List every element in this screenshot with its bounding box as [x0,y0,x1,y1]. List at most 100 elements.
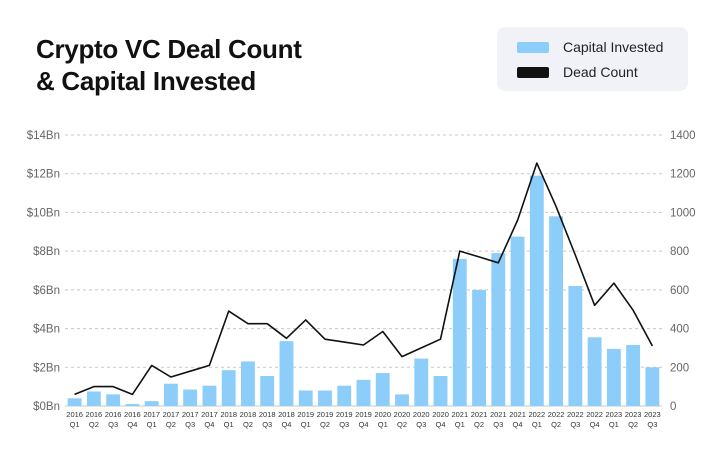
bar [125,404,140,406]
x-tick-quarter: Q3 [647,420,657,429]
left-tick-label: $10Bn [27,207,60,219]
x-tick-quarter: Q3 [570,420,580,429]
right-tick-label: 800 [670,246,689,258]
x-tick-year: 2016 [86,410,103,419]
bar [626,345,641,406]
x-tick-year: 2016 [124,410,141,419]
x-tick-year: 2022 [586,410,603,419]
x-tick-quarter: Q1 [532,420,542,429]
bar [298,390,313,406]
x-tick-quarter: Q1 [455,420,465,429]
x-tick-year: 2019 [336,410,353,419]
left-tick-label: $14Bn [27,130,60,142]
right-tick-label: 1400 [670,130,696,142]
x-tick-year: 2017 [201,410,218,419]
line-path [74,162,654,396]
x-tick-quarter: Q3 [185,420,195,429]
x-tick-quarter: Q3 [339,420,349,429]
bar [472,289,486,406]
x-tick-year: 2021 [451,410,468,419]
bar [433,375,448,406]
x-tick-year: 2019 [355,410,372,419]
x-tick-year: 2020 [374,410,391,419]
x-tick-quarter: Q2 [320,420,330,429]
x-tick-year: 2023 [625,410,642,419]
left-tick-label: $0Bn [33,401,60,413]
x-tick-year: 2020 [413,410,430,419]
legend-item-capital-invested: Capital Invested [517,37,663,57]
x-axis: 2016Q12016Q22016Q32016Q42017Q12017Q22017… [66,410,660,429]
legend-swatch-capital-invested [517,41,549,53]
bar [318,390,332,406]
bar [106,394,121,406]
bar [375,373,390,406]
x-tick-quarter: Q2 [166,420,176,429]
bar [67,398,82,406]
chart-title-line-2: & Capital Invested [36,66,256,96]
x-tick-quarter: Q2 [628,420,638,429]
x-tick-quarter: Q2 [474,420,484,429]
line-series-dead-count [74,162,654,396]
x-tick-quarter: Q4 [281,420,291,429]
x-tick-year: 2017 [163,410,180,419]
x-tick-quarter: Q1 [70,420,80,429]
x-tick-year: 2023 [644,410,661,419]
legend-item-dead-count: Dead Count [517,62,638,82]
x-tick-year: 2020 [394,410,411,419]
x-tick-year: 2018 [220,410,237,419]
x-tick-quarter: Q4 [127,420,137,429]
bar [452,258,467,406]
left-tick-label: $6Bn [33,285,60,297]
x-tick-quarter: Q1 [378,420,388,429]
bar [529,175,544,406]
chart-legend: Capital Invested Dead Count [497,27,688,91]
x-tick-quarter: Q1 [147,420,157,429]
bar [587,337,602,406]
x-tick-year: 2021 [490,410,507,419]
left-tick-label: $4Bn [33,324,60,336]
x-tick-quarter: Q3 [416,420,426,429]
x-tick-year: 2022 [528,410,545,419]
chart-title-line-1: Crypto VC Deal Count [36,34,302,64]
x-tick-year: 2018 [278,410,295,419]
bar [645,367,660,406]
bar [395,394,409,406]
right-tick-label: 1200 [670,169,696,181]
bar [568,285,583,406]
bar [241,361,255,406]
x-tick-year: 2022 [548,410,565,419]
x-tick-year: 2017 [182,410,199,419]
bar [183,389,198,406]
x-tick-quarter: Q2 [397,420,407,429]
bar [510,236,525,406]
bar [221,370,236,406]
right-axis: 0 200 400 600 800 1000 1200 1400 [670,130,696,413]
bar [202,385,217,406]
x-tick-year: 2019 [297,410,314,419]
x-tick-quarter: Q4 [358,420,368,429]
bar [144,401,159,406]
legend-label-dead-count: Dead Count [563,64,638,80]
x-tick-quarter: Q2 [243,420,253,429]
x-tick-quarter: Q4 [436,420,446,429]
left-tick-label: $8Bn [33,246,60,258]
bar [414,358,429,406]
x-tick-quarter: Q1 [609,420,619,429]
x-tick-year: 2018 [259,410,276,419]
legend-swatch-dead-count [517,66,549,78]
x-tick-year: 2016 [66,410,83,419]
x-tick-year: 2021 [509,410,526,419]
bar [606,348,621,406]
left-tick-label: $12Bn [27,169,60,181]
x-tick-quarter: Q1 [224,420,234,429]
right-tick-label: 200 [670,362,689,374]
x-tick-year: 2023 [606,410,623,419]
bar [86,391,101,406]
x-tick-quarter: Q3 [493,420,503,429]
x-tick-year: 2019 [317,410,334,419]
x-tick-year: 2016 [105,410,122,419]
x-tick-quarter: Q3 [108,420,118,429]
x-tick-quarter: Q1 [301,420,311,429]
bar [279,341,294,406]
